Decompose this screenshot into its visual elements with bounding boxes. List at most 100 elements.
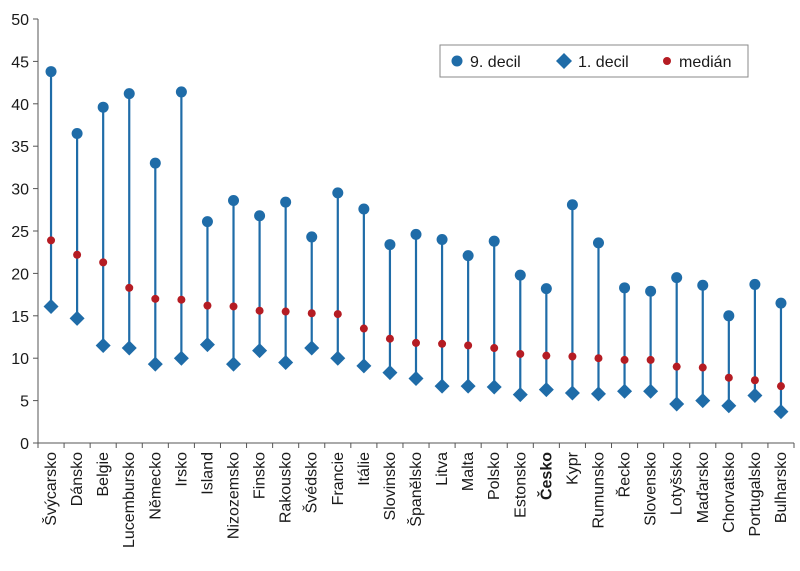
category-label: Švýcarsko bbox=[41, 452, 60, 526]
y-tick-label: 20 bbox=[11, 266, 29, 283]
decile-1-point bbox=[278, 354, 294, 370]
range-lines bbox=[49, 71, 783, 412]
category-label: Lucembursko bbox=[121, 452, 138, 548]
median-point bbox=[672, 362, 681, 371]
category-label: Lotyšsko bbox=[669, 452, 686, 515]
median-point bbox=[412, 338, 420, 347]
decile-9-point bbox=[123, 88, 135, 100]
y-tick-label: 45 bbox=[11, 54, 29, 71]
decile-9-point bbox=[775, 297, 787, 309]
category-label: Portugalsko bbox=[747, 452, 764, 537]
legend-marker-1-decil bbox=[556, 53, 572, 69]
decile-9-point bbox=[619, 282, 631, 294]
legend-marker-9-decil bbox=[451, 55, 463, 67]
median-point bbox=[229, 302, 238, 311]
category-label: Slovinsko bbox=[382, 452, 399, 521]
decile-1-point bbox=[747, 388, 763, 404]
category-label: Kypr bbox=[564, 451, 581, 485]
median-point bbox=[568, 352, 577, 361]
legend-label-1-decil: 1. decil bbox=[578, 54, 629, 71]
decile-9-point bbox=[410, 228, 422, 240]
decile-9-point bbox=[697, 279, 709, 291]
category-label: Španělsko bbox=[406, 452, 425, 527]
median-point bbox=[620, 355, 629, 364]
category-label: Litva bbox=[434, 452, 451, 486]
decile-1-point bbox=[434, 378, 450, 394]
decile-1-point bbox=[538, 382, 554, 398]
decile-9-point bbox=[254, 210, 266, 222]
median-point bbox=[698, 363, 707, 372]
x-axis: Švýcarsko Dánsko Belgie Lucembursko Německo I… bbox=[37, 442, 795, 548]
decile-1-point bbox=[564, 385, 580, 401]
decile-1-point bbox=[43, 298, 59, 314]
decile-1-point bbox=[226, 356, 242, 372]
median-point bbox=[464, 341, 473, 350]
y-tick-label: 10 bbox=[11, 351, 29, 368]
decile-1-point bbox=[721, 398, 737, 414]
decile-9-point bbox=[384, 239, 396, 251]
decile-1-point bbox=[512, 387, 528, 403]
median-point bbox=[151, 294, 160, 303]
category-label: Slovensko bbox=[643, 452, 660, 526]
median-point bbox=[542, 351, 551, 360]
median-point bbox=[750, 376, 759, 385]
median-point bbox=[125, 283, 134, 292]
legend-label-9-decil: 9. decil bbox=[470, 54, 521, 71]
decile-1-point bbox=[69, 310, 85, 326]
category-label: Finsko bbox=[252, 452, 269, 499]
decile-9-point bbox=[45, 66, 57, 78]
decile-9-point bbox=[149, 157, 161, 169]
decile-1-point bbox=[460, 378, 476, 394]
y-tick-label: 30 bbox=[11, 182, 29, 199]
decile-1-point bbox=[356, 358, 372, 374]
decile-9-point bbox=[71, 127, 83, 139]
y-tick-label: 25 bbox=[11, 224, 29, 241]
median-point bbox=[281, 307, 290, 316]
y-axis: 0 5 10 15 20 25 30 35 40 45 50 bbox=[11, 12, 39, 453]
median-point bbox=[490, 344, 499, 353]
decile-1-point bbox=[773, 404, 789, 420]
median-point bbox=[438, 339, 447, 348]
decile-9-point bbox=[201, 216, 213, 228]
decile-9-point bbox=[228, 194, 240, 206]
decile-9-point bbox=[488, 235, 500, 247]
category-label: Belgie bbox=[95, 452, 112, 497]
median-point bbox=[776, 382, 785, 391]
median-point bbox=[516, 349, 525, 358]
median-point bbox=[646, 355, 655, 364]
decile-1-point bbox=[695, 393, 711, 409]
y-tick-label: 15 bbox=[11, 309, 29, 326]
decile-1-point bbox=[199, 337, 215, 353]
category-label: Polsko bbox=[486, 452, 503, 500]
category-label: Estonsko bbox=[512, 452, 529, 518]
category-label: Česko bbox=[536, 452, 555, 500]
median-point bbox=[359, 324, 368, 333]
decile-1-point bbox=[147, 356, 163, 372]
y-tick-label: 40 bbox=[11, 97, 29, 114]
median-point bbox=[73, 250, 82, 259]
decile-9-point bbox=[592, 237, 604, 249]
decile-1-point bbox=[669, 396, 685, 412]
decile-9-point bbox=[566, 199, 578, 211]
category-label: Rumunsko bbox=[590, 452, 607, 529]
category-label: Německo bbox=[147, 452, 164, 520]
decile-9-point bbox=[749, 278, 761, 290]
median-point bbox=[307, 309, 316, 318]
category-label: Rakousko bbox=[278, 452, 295, 523]
median-point bbox=[255, 306, 264, 315]
decile-1-point bbox=[173, 350, 189, 366]
category-label: Maďarsko bbox=[695, 452, 712, 523]
decile-1-point bbox=[330, 350, 346, 366]
median-point bbox=[724, 373, 733, 382]
decile-9-point bbox=[436, 233, 448, 245]
decile-9-point bbox=[175, 86, 187, 98]
decile-1-point bbox=[304, 340, 320, 356]
data-markers bbox=[43, 66, 789, 420]
decile-9-point bbox=[723, 310, 735, 322]
decile-1-point bbox=[408, 371, 424, 387]
decile-1-point bbox=[121, 340, 137, 356]
decile-1-point bbox=[95, 337, 111, 353]
decile-9-point bbox=[671, 272, 683, 284]
category-label: Dánsko bbox=[69, 452, 86, 506]
